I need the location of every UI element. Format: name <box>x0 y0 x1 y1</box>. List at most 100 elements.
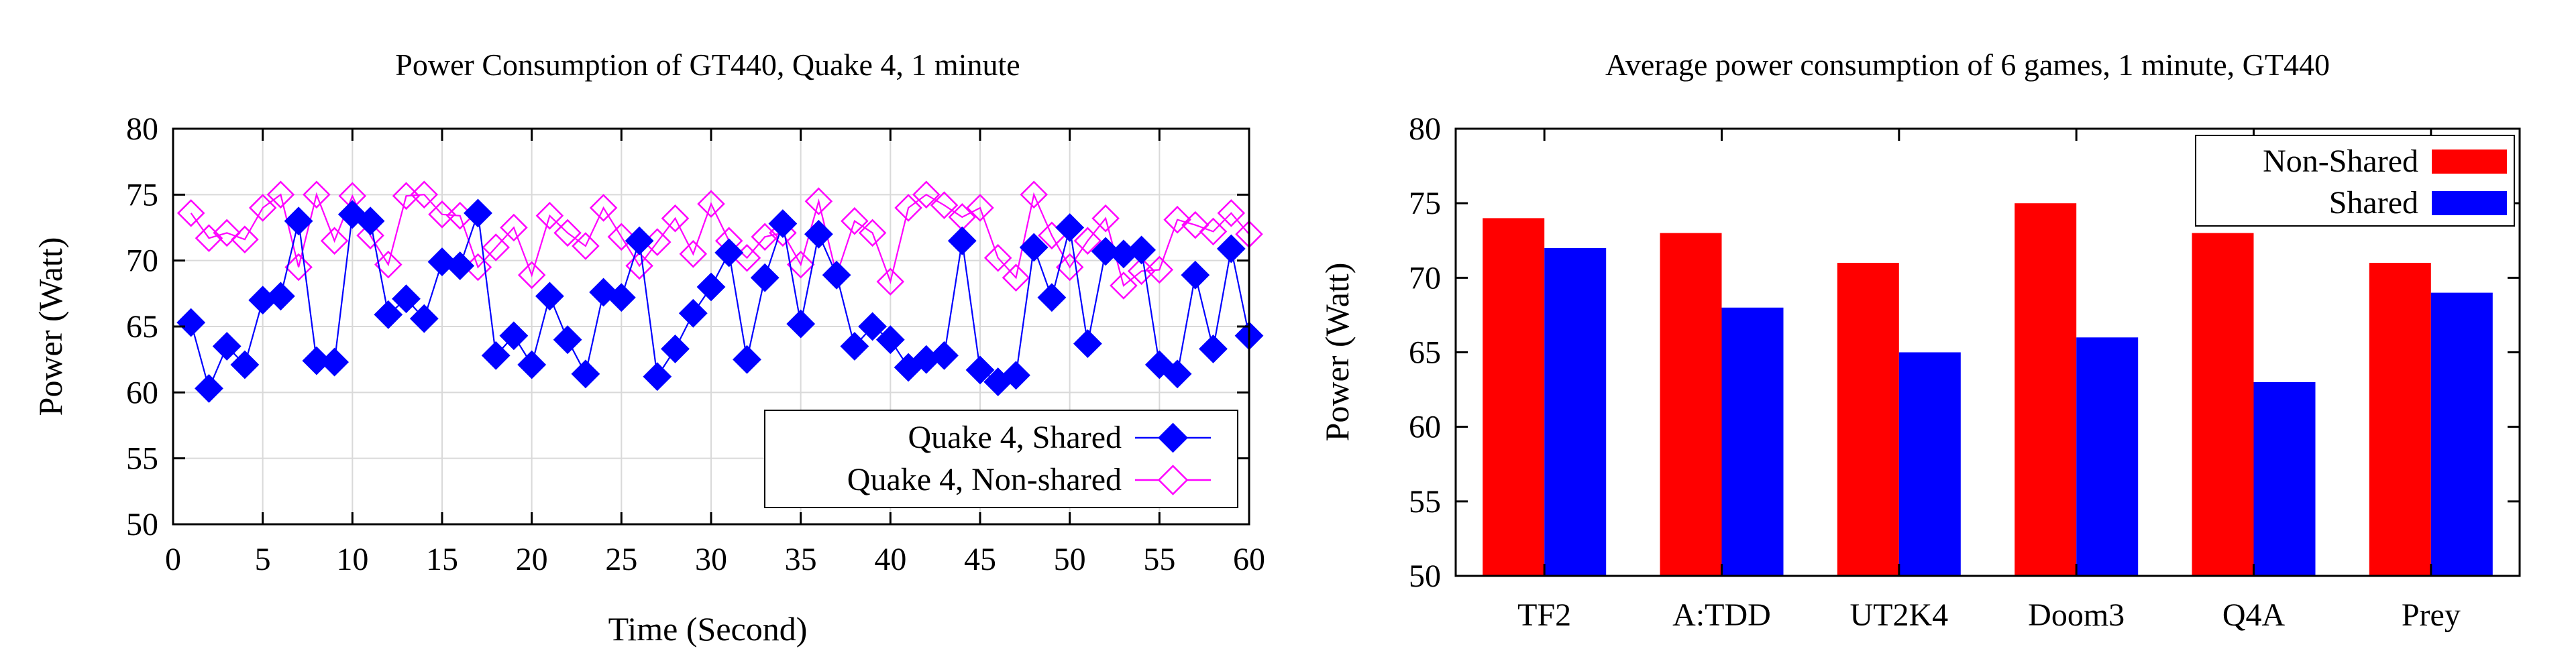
data-point-quake4-nonshared <box>500 213 528 242</box>
data-point-quake4-shared <box>733 345 761 374</box>
data-point-quake4-shared <box>822 260 851 290</box>
line-chart-x-tick-label: 30 <box>695 542 727 577</box>
data-point-quake4-shared <box>176 308 206 337</box>
line-chart-x-tick-label: 5 <box>255 542 271 577</box>
line-chart-y-tick-label: 60 <box>126 375 158 410</box>
data-point-quake4-shared <box>875 325 905 355</box>
data-point-quake4-shared <box>356 206 385 236</box>
line-chart-x-tick-label: 50 <box>1054 542 1086 577</box>
data-point-quake4-shared <box>409 304 439 333</box>
legend-swatch-shared <box>2432 191 2507 215</box>
data-point-quake4-shared <box>947 226 977 255</box>
bar-non-shared <box>1837 263 1899 576</box>
data-point-quake4-nonshared <box>284 253 313 282</box>
bar-chart-category-label: Doom3 <box>2028 597 2125 633</box>
data-point-quake4-shared <box>965 355 995 385</box>
bar-chart-y-tick-label: 60 <box>1409 410 1441 445</box>
legend-label-shared: Shared <box>2329 185 2418 221</box>
data-point-quake4-nonshared <box>786 250 815 279</box>
line-chart-x-tick-label: 20 <box>516 542 548 577</box>
data-point-quake4-nonshared <box>1163 205 1191 234</box>
data-point-quake4-shared <box>1181 260 1210 290</box>
legend-marker-quake4-nonshared <box>1157 465 1189 495</box>
data-point-quake4-nonshared <box>195 224 223 252</box>
data-point-quake4-nonshared <box>1091 204 1120 233</box>
bar-chart-y-tick-label: 65 <box>1409 335 1441 371</box>
data-point-quake4-nonshared <box>625 251 653 280</box>
data-point-quake4-nonshared <box>1020 180 1048 209</box>
data-point-quake4-nonshared <box>320 227 349 255</box>
bar-chart-y-tick-label: 50 <box>1409 558 1441 594</box>
data-point-quake4-shared <box>517 350 547 379</box>
line-chart-y-axis-label: Power (Watt) <box>32 237 69 416</box>
legend-label-quake4-shared: Quake 4, Shared <box>908 420 1122 455</box>
line-chart-x-tick-label: 60 <box>1233 542 1265 577</box>
data-point-quake4-shared <box>1055 213 1085 242</box>
data-point-quake4-shared <box>930 341 959 370</box>
line-chart-y-tick-label: 55 <box>126 441 158 477</box>
data-point-quake4-shared <box>643 362 672 392</box>
bar-chart-category-label: UT2K4 <box>1850 597 1949 633</box>
data-point-quake4-nonshared <box>248 194 277 222</box>
line-chart-series <box>176 180 1264 403</box>
line-chart-title: Power Consumption of GT440, Quake 4, 1 m… <box>395 48 1020 82</box>
data-point-quake4-shared <box>266 282 295 311</box>
data-point-quake4-nonshared <box>356 221 384 250</box>
data-point-quake4-nonshared <box>553 219 582 247</box>
data-point-quake4-nonshared <box>428 200 456 229</box>
legend-label-quake4-nonshared: Quake 4, Non-shared <box>847 462 1122 497</box>
bar-non-shared <box>1660 233 1722 576</box>
line-chart-legend-box <box>764 410 1238 508</box>
data-point-quake4-nonshared <box>751 223 779 251</box>
data-point-quake4-nonshared <box>213 219 241 247</box>
data-point-quake4-shared <box>553 325 582 355</box>
legend-swatch-non-shared <box>2432 150 2507 174</box>
data-point-quake4-shared <box>661 334 690 363</box>
data-point-quake4-nonshared <box>1073 227 1102 255</box>
bar-shared <box>2253 382 2316 576</box>
data-point-quake4-nonshared <box>679 240 708 268</box>
data-point-quake4-shared <box>625 226 654 255</box>
bar-chart-y-tick-label: 80 <box>1409 111 1441 147</box>
data-point-quake4-nonshared <box>231 225 259 253</box>
data-point-quake4-shared <box>230 350 260 379</box>
data-point-quake4-nonshared <box>517 261 546 290</box>
bar-chart-category-label: Q4A <box>2222 597 2286 633</box>
data-point-quake4-shared <box>1163 359 1192 389</box>
bar-chart-category-label: TF2 <box>1517 597 1571 633</box>
data-point-quake4-shared <box>858 312 888 341</box>
legend-label-non-shared: Non-Shared <box>2263 143 2418 179</box>
data-point-quake4-shared <box>1037 283 1067 312</box>
bar-chart-category-label: A:TDD <box>1672 597 1771 633</box>
data-point-quake4-shared <box>750 263 780 292</box>
data-point-quake4-nonshared <box>983 243 1012 272</box>
data-point-quake4-shared <box>499 321 529 351</box>
data-point-quake4-nonshared <box>841 206 869 235</box>
bar-chart-ticks: 50 55 60 65 70 75 80 TF2 A:TDD UT2K4 Doom3 Q4A Prey <box>1409 111 2520 633</box>
data-point-quake4-shared <box>212 332 241 361</box>
line-chart-x-tick-label: 15 <box>426 542 458 577</box>
data-point-quake4-shared <box>1127 235 1157 265</box>
data-point-quake4-shared <box>696 272 726 302</box>
data-point-quake4-nonshared <box>1145 255 1174 284</box>
data-point-quake4-shared <box>768 209 798 239</box>
data-point-quake4-nonshared <box>661 204 690 233</box>
data-point-quake4-nonshared <box>1217 199 1246 227</box>
bar-shared <box>2076 337 2139 576</box>
data-point-quake4-nonshared <box>804 187 833 215</box>
data-point-quake4-shared <box>678 298 708 328</box>
data-point-quake4-nonshared <box>589 194 618 222</box>
data-point-quake4-nonshared <box>607 223 636 251</box>
data-point-quake4-nonshared <box>1199 217 1228 246</box>
bar-shared <box>1898 352 1961 576</box>
bar-shared <box>2430 292 2493 576</box>
bar-chart-category-label: Prey <box>2402 597 2461 633</box>
line-chart-y-tick-label: 65 <box>126 309 158 345</box>
data-point-quake4-nonshared <box>1055 253 1084 282</box>
bar-chart-y-tick-label: 70 <box>1409 260 1441 296</box>
bar-chart-bars <box>1483 203 2493 576</box>
line-chart-x-tick-label: 55 <box>1143 542 1175 577</box>
bar-chart-y-tick-label: 75 <box>1409 186 1441 221</box>
